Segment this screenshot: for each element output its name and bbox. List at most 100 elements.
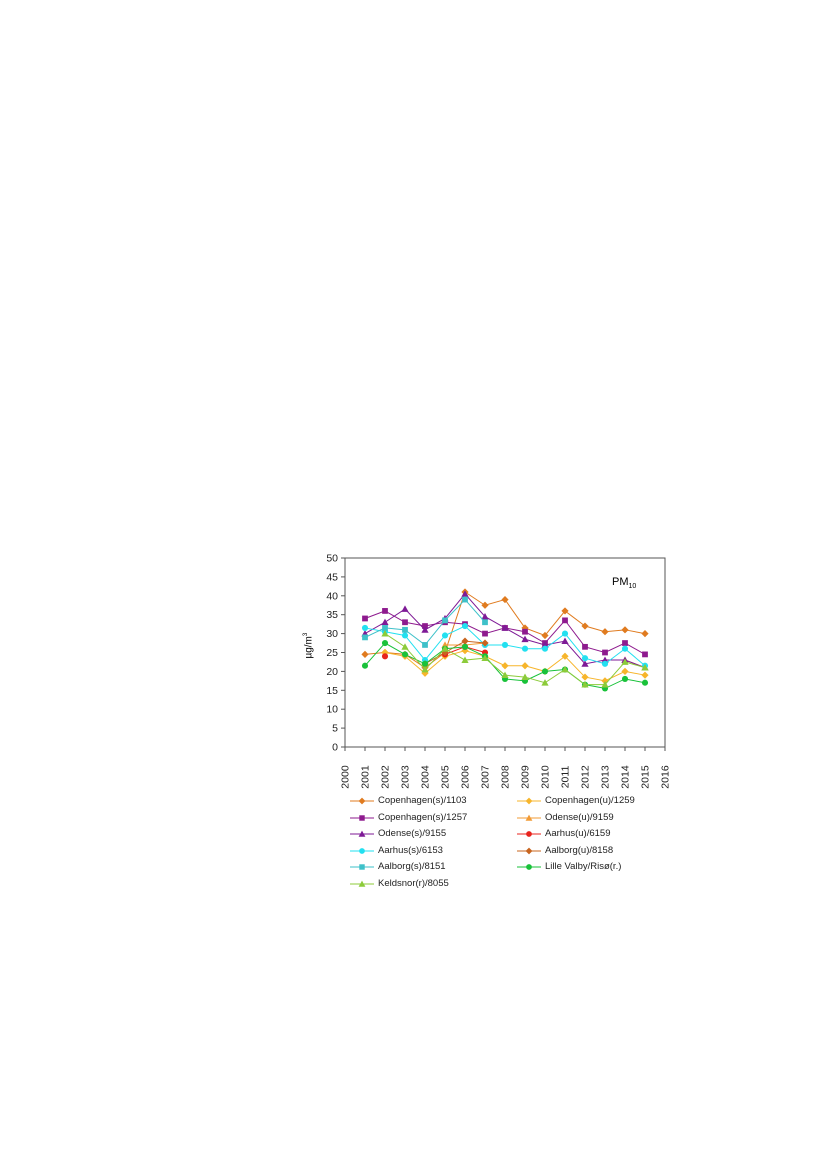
legend-swatch [517, 797, 541, 805]
data-point [381, 653, 389, 660]
x-tick-label: 2016 [660, 765, 672, 789]
legend-label: Aalborg(s)/8151 [378, 861, 446, 872]
x-tick-label: 2008 [500, 765, 512, 789]
x-tick-label: 2011 [560, 766, 572, 789]
data-point [541, 641, 549, 648]
data-point [441, 641, 449, 648]
data-point [481, 639, 489, 647]
data-point [621, 667, 629, 675]
data-point [501, 671, 509, 679]
data-point [481, 654, 489, 662]
data-point [482, 630, 488, 637]
data-point [461, 643, 469, 650]
legend-label: Aarhus(u)/6159 [545, 828, 611, 839]
y-tick-label: 40 [326, 590, 338, 602]
legend-swatch [517, 847, 541, 854]
data-point [561, 607, 569, 615]
legend-swatch-marker [526, 831, 532, 837]
data-point [521, 645, 529, 652]
data-point [521, 673, 529, 680]
data-point [381, 618, 389, 626]
legend-swatch [517, 831, 541, 837]
data-point [541, 679, 549, 686]
series-11 [381, 630, 649, 688]
legend-swatch-marker [358, 830, 366, 837]
legend-label: Copenhagen(s)/1257 [378, 811, 468, 823]
data-point [521, 624, 529, 632]
data-point [421, 660, 429, 667]
data-point [582, 643, 588, 650]
y-tick-label: 20 [326, 666, 338, 678]
data-point [642, 651, 648, 658]
series-layer [361, 588, 649, 692]
legend-swatch-marker [525, 814, 533, 821]
data-point [401, 643, 409, 650]
data-point [601, 681, 609, 688]
y-axis-label: µg/m3 [303, 632, 315, 659]
data-point [381, 630, 389, 637]
x-tick-label: 2012 [580, 765, 592, 789]
legend-swatch [350, 814, 374, 821]
series-9 [362, 596, 488, 648]
legend-label: Copenhagen(s)/1103 [378, 795, 467, 806]
data-point [501, 641, 509, 648]
data-point [601, 660, 609, 667]
data-point [621, 626, 629, 634]
y-tick-label: 35 [326, 609, 338, 621]
x-tick-label: 2010 [540, 765, 552, 789]
data-point [561, 665, 569, 673]
data-point [461, 622, 469, 630]
data-point [401, 605, 409, 612]
data-point [422, 642, 428, 648]
data-point [381, 639, 389, 647]
data-point [461, 590, 469, 597]
data-point [461, 656, 469, 663]
data-point [522, 628, 528, 635]
series-line [384, 633, 646, 686]
data-point [621, 675, 629, 683]
data-point [441, 645, 449, 652]
legend-swatch-marker [526, 864, 532, 870]
legend-label: Keldsnor(r)/8055 [378, 877, 449, 889]
data-point [481, 601, 489, 609]
data-point [382, 608, 388, 614]
data-point [501, 662, 509, 670]
legend-swatch [517, 814, 541, 821]
data-point [421, 665, 429, 673]
data-point [621, 645, 629, 652]
x-tick-label: 2014 [620, 765, 632, 789]
data-point [601, 628, 609, 636]
data-point [441, 632, 449, 639]
series-line [424, 640, 486, 665]
legend-swatch [350, 797, 374, 805]
y-tick-label: 10 [326, 704, 338, 716]
x-tick-label: 2015 [640, 765, 652, 789]
legend-swatch [517, 864, 541, 870]
x-tick-label: 2007 [480, 765, 492, 789]
data-point [581, 673, 589, 681]
legend-swatch-marker [359, 864, 365, 870]
x-tick-label: 2003 [400, 765, 412, 789]
x-tick-label: 2002 [380, 765, 392, 789]
data-point [482, 619, 488, 626]
y-tick-label: 45 [326, 571, 338, 583]
chart-annotation: PM10 [612, 576, 637, 591]
x-tick-label: 2005 [440, 765, 452, 789]
data-point [602, 649, 608, 656]
legend-swatch-marker [359, 814, 365, 821]
y-tick-label: 50 [326, 553, 338, 565]
data-point [401, 651, 409, 658]
y-tick-label: 15 [326, 685, 338, 697]
legend-label: Aalborg(u)/8158 [545, 844, 614, 856]
x-tick-label: 2004 [420, 765, 432, 789]
data-point [541, 631, 549, 640]
data-point [461, 637, 469, 645]
data-point [641, 671, 649, 679]
legend-label: Odense(s)/9155 [378, 828, 447, 839]
data-point [422, 623, 428, 629]
data-point [362, 615, 368, 622]
data-point [521, 635, 529, 643]
data-point [621, 658, 629, 665]
data-point [501, 595, 509, 604]
legend-swatch-marker [525, 847, 533, 854]
